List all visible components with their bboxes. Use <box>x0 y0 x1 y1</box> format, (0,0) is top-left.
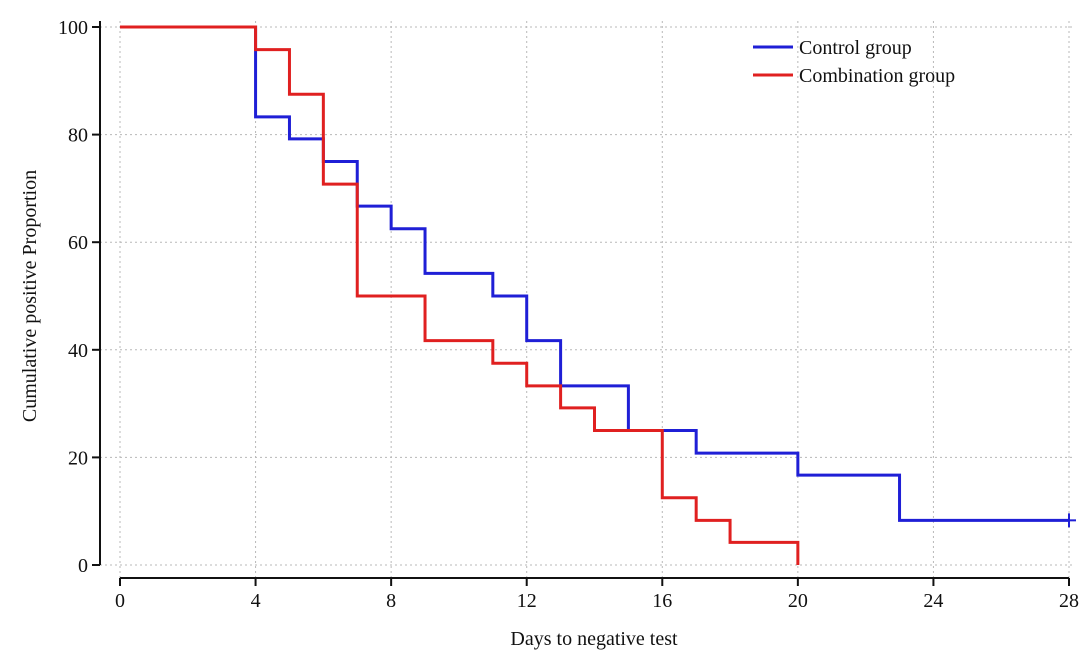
grid-lines <box>100 21 1075 578</box>
x-tick-label: 0 <box>115 590 125 612</box>
x-axis-label: Days to negative test <box>510 628 678 650</box>
x-tick-label: 4 <box>251 590 261 612</box>
legend-label-1: Combination group <box>799 65 955 87</box>
legend-label-0: Control group <box>799 37 912 59</box>
y-tick-label: 20 <box>68 447 88 469</box>
y-tick-label: 60 <box>68 232 88 254</box>
x-tick-label: 24 <box>923 590 943 612</box>
y-tick-label: 0 <box>78 555 88 577</box>
y-tick-label: 40 <box>68 340 88 362</box>
legend: Control group Combination group <box>753 37 955 87</box>
series-line-1 <box>120 25 800 565</box>
x-tick-label: 28 <box>1059 590 1079 612</box>
axes: 0 20 40 60 80 100 0 4 8 12 16 20 24 28 <box>58 17 1079 612</box>
series-lines <box>120 25 1076 565</box>
y-axis-label: Cumulative positive Proportion <box>19 170 41 422</box>
y-tick-label: 100 <box>58 17 88 39</box>
x-tick-label: 12 <box>517 590 537 612</box>
x-tick-label: 16 <box>652 590 672 612</box>
x-tick-label: 20 <box>788 590 808 612</box>
series-line-0 <box>120 25 1069 522</box>
x-tick-label: 8 <box>386 590 396 612</box>
y-tick-label: 80 <box>68 125 88 147</box>
